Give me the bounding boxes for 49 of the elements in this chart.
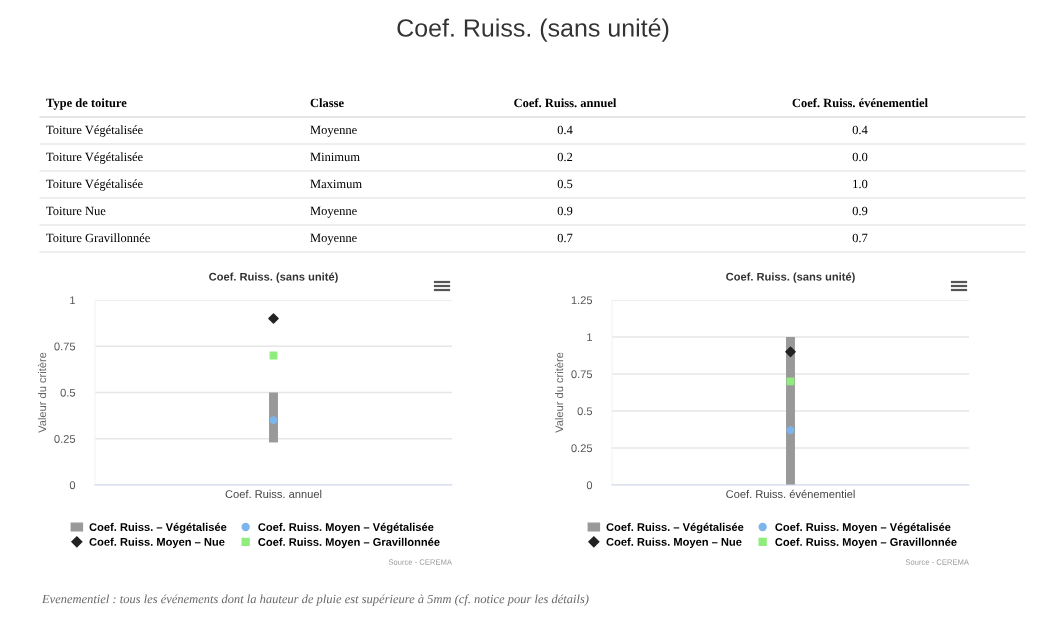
- legend-label: Coef. Ruiss. Moyen – Nue: [606, 537, 742, 549]
- legend-label: Coef. Ruiss. – Végétalisée: [89, 522, 227, 534]
- text: Toiture Gravillonnée: [46, 233, 150, 243]
- text: 0.4: [852, 125, 868, 135]
- text: 0.4: [557, 125, 573, 135]
- y-axis-title: Valeur du critère: [554, 352, 564, 433]
- text: 0.5: [557, 179, 573, 189]
- y-tick-label: 1: [70, 296, 76, 305]
- text: 0.9: [557, 206, 573, 216]
- text: Moyenne: [310, 125, 357, 137]
- y-tick-label: 0.75: [571, 370, 593, 379]
- text: 0.0: [852, 152, 868, 162]
- text: 0.2: [557, 152, 573, 162]
- y-tick-label: 1: [587, 333, 593, 342]
- y-tick-label: 0.5: [60, 388, 76, 397]
- text: Maximum: [310, 179, 362, 189]
- legend-label: Coef. Ruiss. Moyen – Végétalisée: [775, 522, 951, 534]
- legend-label: Coef. Ruiss. Moyen – Nue: [89, 537, 225, 549]
- category-label: Classe: [310, 98, 344, 108]
- y-tick-label: 0.25: [54, 435, 76, 443]
- y-tick-label: 0.75: [54, 342, 76, 351]
- text: Coef. Ruiss. (sans unité): [397, 18, 669, 42]
- legend-label: Coef. Ruiss. – Végétalisée: [606, 522, 744, 534]
- y-tick-label: 0.25: [571, 444, 593, 453]
- y-axis-title: Valeur du critère: [37, 352, 47, 433]
- legend-label: Coef. Ruiss. Moyen – Gravillonnée: [258, 537, 440, 549]
- text: Toiture Végétalisée: [46, 179, 143, 191]
- legend-label: Coef. Ruiss. Moyen – Gravillonnée: [775, 537, 957, 549]
- chart-title: Coef. Ruiss. (sans unité): [209, 272, 338, 283]
- text: 1.0: [853, 179, 868, 189]
- text: 0.7: [557, 233, 573, 243]
- text: Toiture Nue: [46, 206, 106, 216]
- legend-label: Coef. Ruiss. Moyen – Végétalisée: [258, 522, 434, 534]
- text: Minimum: [310, 152, 360, 162]
- text: Toiture Végétalisée: [46, 125, 143, 137]
- y-tick-label: 0.5: [577, 407, 593, 416]
- y-tick-label: 0: [69, 481, 76, 490]
- category-label: Type de toiture: [46, 98, 127, 110]
- y-tick-label: 0: [586, 481, 593, 490]
- text: 0.9: [852, 206, 868, 216]
- category-label: Coef. Ruiss. événementiel: [792, 98, 928, 108]
- text: Toiture Végétalisée: [46, 152, 143, 164]
- category-label: Coef. Ruiss. annuel: [514, 98, 617, 108]
- text: Evenementiel : tous les événements dont la hauteur de pluie est supérieure à 5mm (cf. notice pour les détails): [41, 594, 589, 606]
- chart-title: Coef. Ruiss. (sans unité): [726, 272, 855, 283]
- text: Moyenne: [310, 233, 357, 245]
- text: 0.7: [852, 233, 868, 243]
- y-tick-label: 1.25: [571, 296, 593, 305]
- text: Moyenne: [310, 206, 357, 218]
